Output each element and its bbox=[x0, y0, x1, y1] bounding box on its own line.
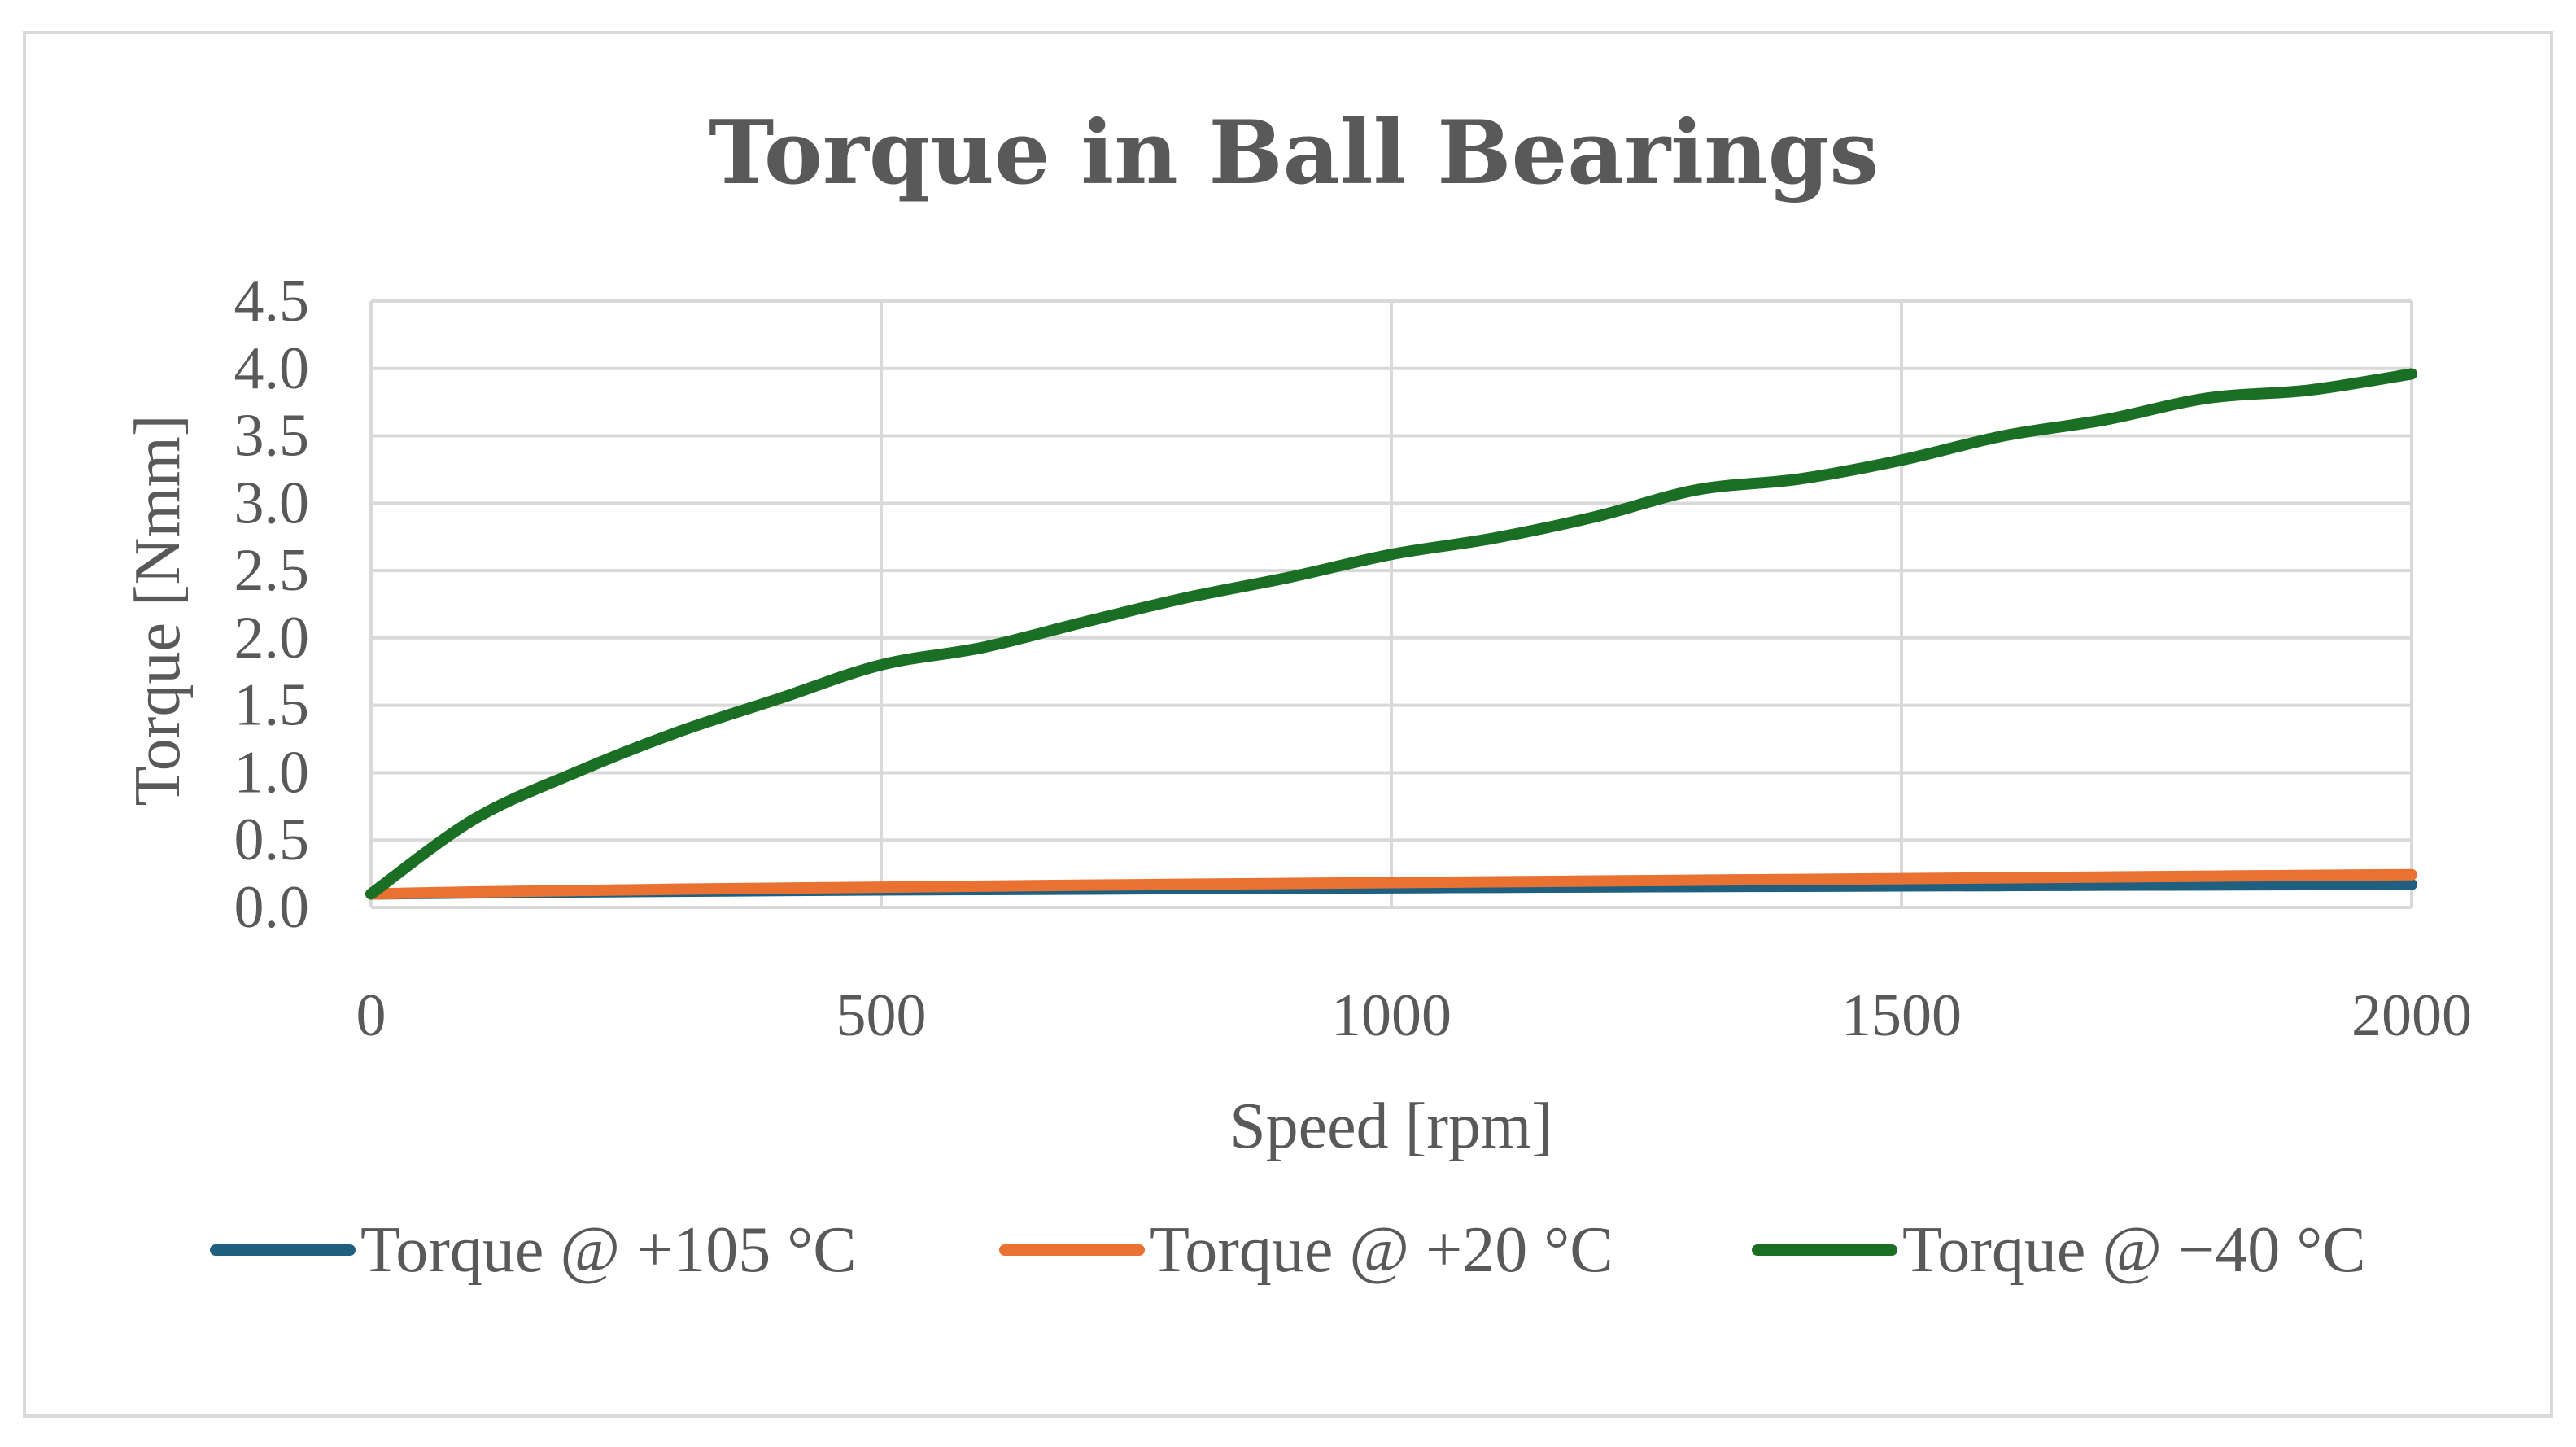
legend-item-1: Torque @ +20 °C bbox=[999, 1214, 1613, 1286]
y-tick-label: 1.0 bbox=[234, 739, 310, 806]
x-tick-label: 1500 bbox=[1841, 982, 1962, 1049]
legend-label: Torque @ +105 °C bbox=[360, 1214, 857, 1286]
x-tick-label: 2000 bbox=[2351, 982, 2472, 1049]
x-tick-label: 500 bbox=[836, 982, 927, 1049]
legend: Torque @ +105 °C Torque @ +20 °C Torque @ … bbox=[210, 1214, 2366, 1286]
y-axis-ticks: 0.00.51.01.52.02.53.03.54.04.5 bbox=[234, 268, 310, 941]
y-tick-label: 2.5 bbox=[234, 537, 310, 604]
y-tick-label: 0.0 bbox=[234, 874, 310, 941]
y-tick-label: 0.5 bbox=[234, 807, 310, 873]
series-lines bbox=[365, 368, 2417, 900]
chart-title: Torque in Ball Bearings bbox=[709, 102, 1879, 204]
y-tick-label: 4.0 bbox=[234, 335, 310, 402]
x-axis-title: Speed [rpm] bbox=[1229, 1091, 1553, 1162]
gridlines bbox=[369, 299, 2413, 909]
legend-item-2: Torque @ −40 °C bbox=[1752, 1214, 2366, 1286]
y-tick-label: 3.5 bbox=[234, 403, 310, 470]
y-tick-label: 3.0 bbox=[234, 470, 310, 536]
y-axis-title: Torque [Nmm] bbox=[122, 415, 194, 807]
y-tick-label: 2.0 bbox=[234, 605, 310, 671]
legend-item-0: Torque @ +105 °C bbox=[210, 1214, 857, 1286]
legend-label: Torque @ +20 °C bbox=[1150, 1214, 1613, 1286]
legend-label: Torque @ −40 °C bbox=[1902, 1214, 2366, 1286]
y-tick-label: 4.5 bbox=[234, 268, 310, 334]
x-axis-ticks: 0 500 1000 1500 2000 bbox=[356, 982, 2473, 1049]
chart-frame bbox=[23, 31, 2553, 1418]
y-tick-label: 1.5 bbox=[234, 672, 310, 739]
series-line-2 bbox=[365, 368, 2417, 900]
x-tick-label: 1000 bbox=[1331, 982, 1452, 1049]
series-line-1 bbox=[365, 868, 2417, 900]
x-tick-label: 0 bbox=[356, 982, 386, 1049]
